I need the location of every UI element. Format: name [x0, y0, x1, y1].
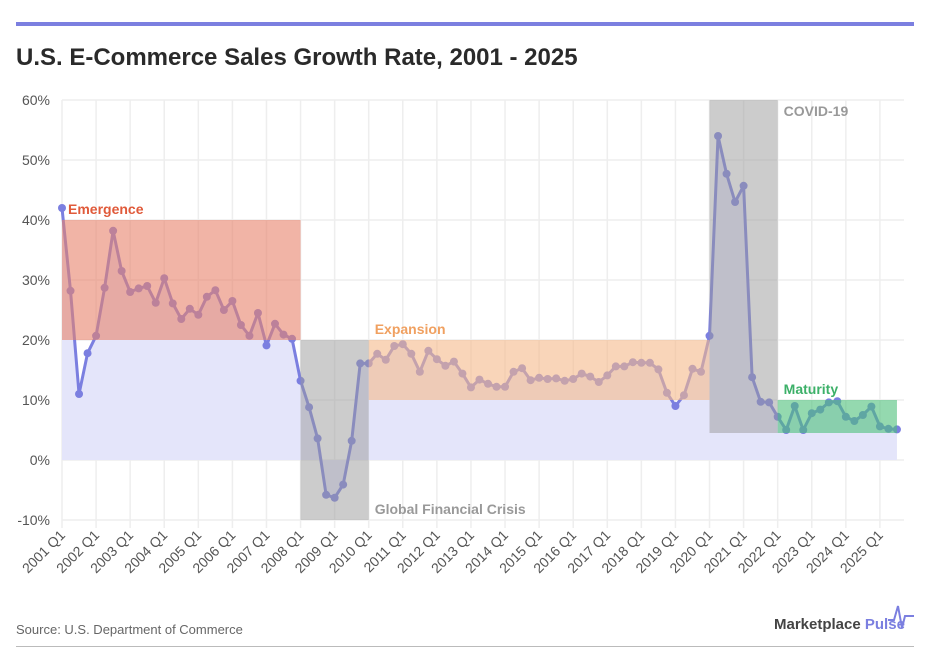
top-accent-bar: [16, 22, 914, 26]
area-fill: [62, 136, 897, 498]
y-tick-label: 20%: [22, 332, 50, 348]
region-label: COVID-19: [784, 103, 849, 119]
y-tick-label: -10%: [17, 512, 50, 528]
region-expansion: [368, 340, 710, 400]
footer-divider: [16, 646, 914, 647]
source-note: Source: U.S. Department of Commerce: [16, 622, 243, 637]
y-tick-label: 60%: [22, 92, 50, 108]
data-point: [83, 349, 92, 358]
region-label: Emergence: [68, 201, 144, 217]
region-maturity: [777, 400, 897, 433]
y-tick-label: 30%: [22, 272, 50, 288]
region-emergence: [62, 220, 301, 340]
data-point: [262, 341, 271, 350]
y-tick-label: 0%: [30, 452, 50, 468]
y-tick-label: 40%: [22, 212, 50, 228]
region-gfc: [300, 340, 369, 520]
brand-logo: Marketplace Pulse: [774, 605, 914, 633]
region-covid: [709, 100, 778, 433]
data-point: [75, 390, 84, 398]
pulse-icon: [888, 605, 914, 629]
data-point: [671, 402, 680, 410]
data-point: [58, 204, 66, 212]
region-label: Global Financial Crisis: [375, 501, 526, 517]
y-tick-label: 50%: [22, 152, 50, 168]
chart-title: U.S. E-Commerce Sales Growth Rate, 2001 …: [16, 44, 578, 71]
brand-name-1: Marketplace: [774, 616, 861, 633]
y-tick-label: 10%: [22, 392, 50, 408]
region-label: Expansion: [375, 321, 446, 337]
region-label: Maturity: [784, 381, 839, 397]
